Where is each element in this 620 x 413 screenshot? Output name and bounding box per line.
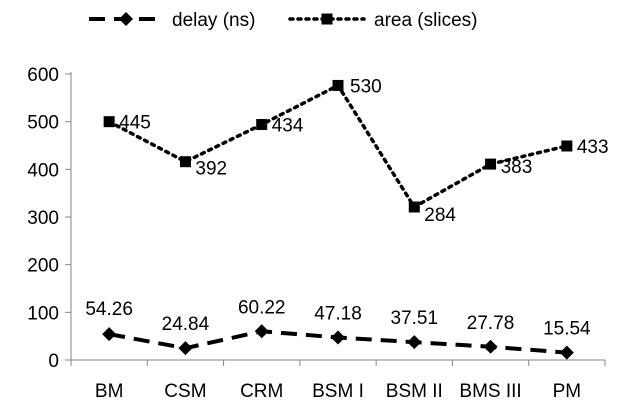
legend-label-delay-ns: delay (ns) — [172, 10, 255, 31]
x-tick-label-bsm-i: BSM I — [312, 381, 364, 402]
y-tick-label: 300 — [27, 208, 59, 229]
data-point-delay-ns-bms-iii — [483, 339, 498, 354]
y-tick-label: 600 — [27, 65, 59, 86]
legend-label-area-slices: area (slices) — [374, 10, 477, 31]
series-layer: 54.26 24.84 60.22 47.18 37.51 27.78 15.54 445 39… — [85, 76, 609, 360]
data-label-area-slices-bsm-i: 530 — [350, 76, 382, 97]
y-tick-label: 200 — [27, 256, 59, 277]
x-tick-label-crm: CRM — [240, 381, 283, 402]
y-tick-label: 400 — [27, 160, 59, 181]
data-point-delay-ns-pm — [559, 345, 574, 360]
data-label-area-slices-csm: 392 — [195, 159, 227, 180]
data-label-delay-ns-bsm-i: 47.18 — [314, 304, 362, 325]
data-label-area-slices-bm: 445 — [119, 113, 151, 134]
legend-item-delay-ns: delay (ns) — [89, 10, 255, 31]
data-point-area-slices-csm — [179, 156, 191, 168]
data-point-area-slices-bsm-ii — [408, 201, 420, 213]
data-point-delay-ns-csm — [178, 341, 193, 356]
x-tick-label-bsm-ii: BSM II — [386, 381, 443, 402]
legend-item-area-slices: area (slices) — [288, 10, 477, 31]
data-point-delay-ns-crm — [254, 324, 269, 339]
y-tick-label: 100 — [27, 303, 59, 324]
x-axis: BM CSM CRM BSM I BSM II BMS III PM — [70, 359, 606, 402]
data-point-area-slices-crm — [256, 119, 268, 131]
data-point-area-slices-bms-iii — [485, 158, 497, 170]
y-axis: 0 100 200 300 400 500 600 — [27, 65, 72, 372]
y-tick-label: 500 — [27, 113, 59, 134]
data-label-delay-ns-pm: 15.54 — [543, 319, 591, 340]
data-label-delay-ns-bm: 54.26 — [85, 299, 133, 320]
x-tick-label-bm: BM — [95, 381, 124, 402]
data-label-delay-ns-csm: 24.84 — [162, 314, 210, 335]
data-point-area-slices-bsm-i — [332, 79, 344, 91]
data-point-delay-ns-bm — [102, 327, 117, 342]
series-delay-ns: 54.26 24.84 60.22 47.18 37.51 27.78 15.54 — [85, 297, 591, 360]
x-tick-label-bms-iii: BMS III — [459, 381, 521, 402]
x-tick-label-pm: PM — [553, 381, 582, 402]
data-point-delay-ns-bsm-i — [331, 330, 345, 345]
data-label-area-slices-pm: 433 — [577, 137, 609, 158]
data-point-area-slices-bm — [103, 116, 115, 128]
data-label-area-slices-bsm-ii: 284 — [424, 205, 456, 226]
data-label-delay-ns-crm: 60.22 — [238, 297, 286, 318]
data-point-area-slices-pm — [561, 140, 573, 152]
series-line-area-slices — [107, 83, 569, 210]
data-label-area-slices-crm: 434 — [272, 116, 304, 137]
y-tick-label: 0 — [48, 351, 59, 372]
legend: delay (ns) area (slices) — [89, 10, 477, 31]
series-area-slices: 445 392 434 530 284 383 433 — [103, 76, 609, 226]
data-point-delay-ns-bsm-ii — [407, 335, 422, 350]
data-label-delay-ns-bsm-ii: 37.51 — [391, 308, 439, 329]
x-tick-label-csm: CSM — [164, 381, 206, 402]
legend-marker-delay-ns — [119, 12, 133, 26]
data-label-delay-ns-bms-iii: 27.78 — [467, 313, 515, 334]
data-label-area-slices-bms-iii: 383 — [501, 157, 533, 178]
legend-marker-area-slices — [321, 13, 333, 25]
